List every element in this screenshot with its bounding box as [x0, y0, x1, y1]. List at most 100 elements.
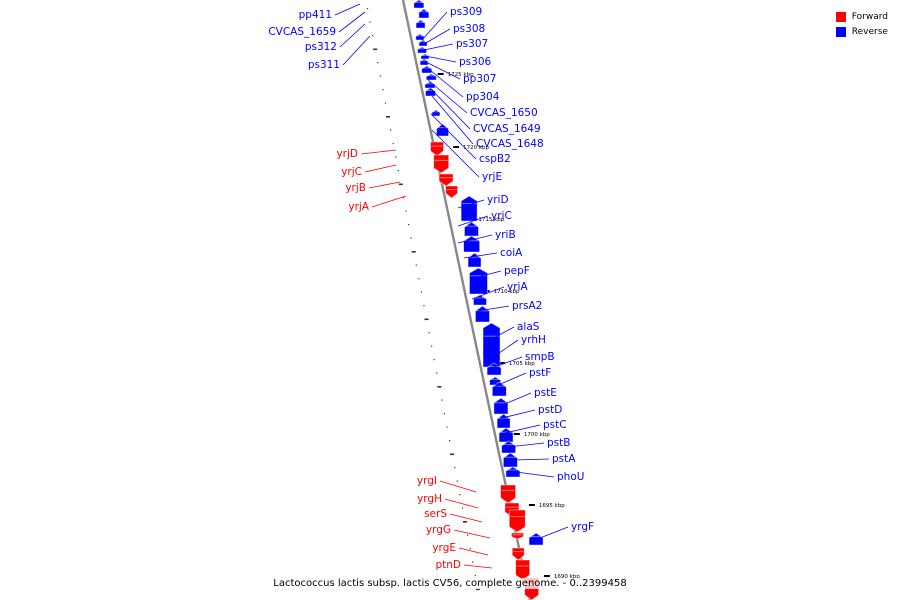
- gene-label-ps312: ps312: [305, 41, 337, 53]
- tick-label: 1695 kbp: [539, 503, 565, 509]
- ruler-dot: [433, 359, 435, 361]
- ruler-dot: [369, 21, 371, 23]
- leader-line: [424, 55, 457, 63]
- ruler-dot: [437, 386, 442, 388]
- leader-line: [371, 195, 407, 208]
- ruler-dot: [459, 494, 461, 496]
- ruler-dots: [366, 8, 480, 591]
- reverse-gene: [431, 109, 441, 117]
- ruler-dot: [402, 197, 405, 199]
- leader-line: [463, 252, 498, 259]
- reverse-gene: [498, 427, 514, 443]
- ruler-dot: [454, 467, 456, 469]
- gene-label-CVCAS_1648: CVCAS_1648: [476, 138, 544, 150]
- leader-line: [339, 23, 366, 48]
- ruler-dot: [420, 291, 422, 293]
- ruler-dot: [436, 372, 438, 374]
- leader-line: [504, 424, 541, 434]
- ruler-dot: [472, 561, 474, 563]
- leader-line: [431, 95, 474, 145]
- leader-line: [471, 286, 505, 300]
- ruler-dot: [384, 102, 387, 104]
- ruler-dot: [474, 575, 476, 577]
- leader-line: [431, 129, 480, 178]
- reverse-gene: [482, 322, 501, 368]
- ruler-dot: [405, 210, 407, 212]
- gene-label-ps307: ps307: [456, 38, 488, 50]
- map-title: Lactococcus lactis subsp. lactis CV56, c…: [0, 578, 900, 589]
- leader-line: [485, 339, 519, 363]
- gene-label-yrjC: yrjC: [341, 166, 362, 178]
- reverse-gene: [415, 19, 426, 29]
- ruler-dot: [431, 345, 433, 347]
- leader-line: [334, 3, 361, 16]
- leader-line: [439, 480, 477, 493]
- ruler-dot: [446, 426, 448, 428]
- ruler-dot: [466, 534, 469, 536]
- gene-label-pp304: pp304: [466, 91, 500, 103]
- ruler-dot: [407, 224, 410, 226]
- ruler-dot: [418, 278, 420, 280]
- gene-label-phoU: phoU: [557, 471, 584, 483]
- forward-gene: [511, 547, 525, 561]
- reverse-gene: [418, 8, 430, 19]
- tick-label: 1705 kbp: [509, 361, 535, 367]
- gene-label-ps309: ps309: [450, 6, 482, 18]
- gene-label-yrgF: yrgF: [571, 521, 594, 533]
- ruler-dot: [424, 318, 429, 321]
- reverse-gene: [473, 294, 487, 306]
- leader-line: [430, 113, 477, 160]
- ruler-dot: [386, 116, 391, 118]
- leader-line: [495, 372, 527, 387]
- ruler-dot: [450, 453, 455, 456]
- ruler-dot: [390, 129, 392, 131]
- gene-label-CVCAS_1659: CVCAS_1659: [268, 26, 336, 38]
- gene-label-ptnD: ptnD: [435, 559, 461, 571]
- leader-line: [458, 547, 489, 556]
- leader-line: [427, 62, 461, 80]
- label-leaders: [334, 3, 569, 569]
- gene-label-serS: serS: [424, 508, 447, 520]
- gene-label-yriA: yriA: [507, 281, 528, 293]
- tick-mark: [437, 73, 444, 75]
- gene-label-pstF: pstF: [529, 367, 551, 379]
- gene-label-yriC: yriC: [491, 210, 512, 222]
- ruler-dot: [410, 237, 412, 239]
- leader-line: [427, 79, 468, 114]
- legend: Forward Reverse: [835, 9, 888, 39]
- leader-line: [429, 69, 464, 98]
- ruler-dot: [475, 588, 480, 591]
- reverse-gene: [413, 0, 425, 9]
- gene-label-ps308: ps308: [453, 23, 485, 35]
- leader-line: [360, 149, 397, 155]
- gene-label-pstC: pstC: [543, 419, 567, 431]
- ruler-dot: [423, 305, 425, 307]
- reverse-gene: [469, 267, 488, 295]
- leader-line: [453, 529, 491, 539]
- forward-gene: [438, 173, 454, 187]
- gene-label-yrhH: yrhH: [521, 334, 546, 346]
- ruler-dot: [469, 548, 471, 550]
- gene-label-yrgG: yrgG: [426, 524, 451, 536]
- ruler-dot: [449, 440, 451, 442]
- ruler-dot: [411, 251, 416, 253]
- gene-label-prsA2: prsA2: [512, 300, 542, 312]
- reverse-gene: [475, 305, 490, 323]
- leader-line: [457, 234, 493, 244]
- gene-label-yrjD: yrjD: [336, 148, 358, 160]
- tick-mark: [528, 504, 535, 506]
- leader-line: [507, 442, 545, 448]
- gene-labels: pp411 CVCAS_1659 ps312 ps311 ps309 ps308 ps307…: [268, 6, 594, 571]
- ruler-dot: [441, 399, 443, 401]
- leader-line: [364, 164, 397, 173]
- reverse-gene: [502, 452, 518, 468]
- gene-label-pepF: pepF: [504, 265, 530, 277]
- gene-label-cspB2: cspB2: [479, 153, 511, 165]
- forward-gene: [445, 185, 459, 199]
- gene-label-pp307: pp307: [463, 73, 496, 85]
- leader-line: [469, 270, 502, 280]
- leader-line: [539, 526, 569, 539]
- gene-label-yrjA: yrjA: [348, 201, 369, 213]
- tick-label: 1710 kbp: [494, 289, 520, 295]
- legend-reverse: Reverse: [835, 24, 888, 39]
